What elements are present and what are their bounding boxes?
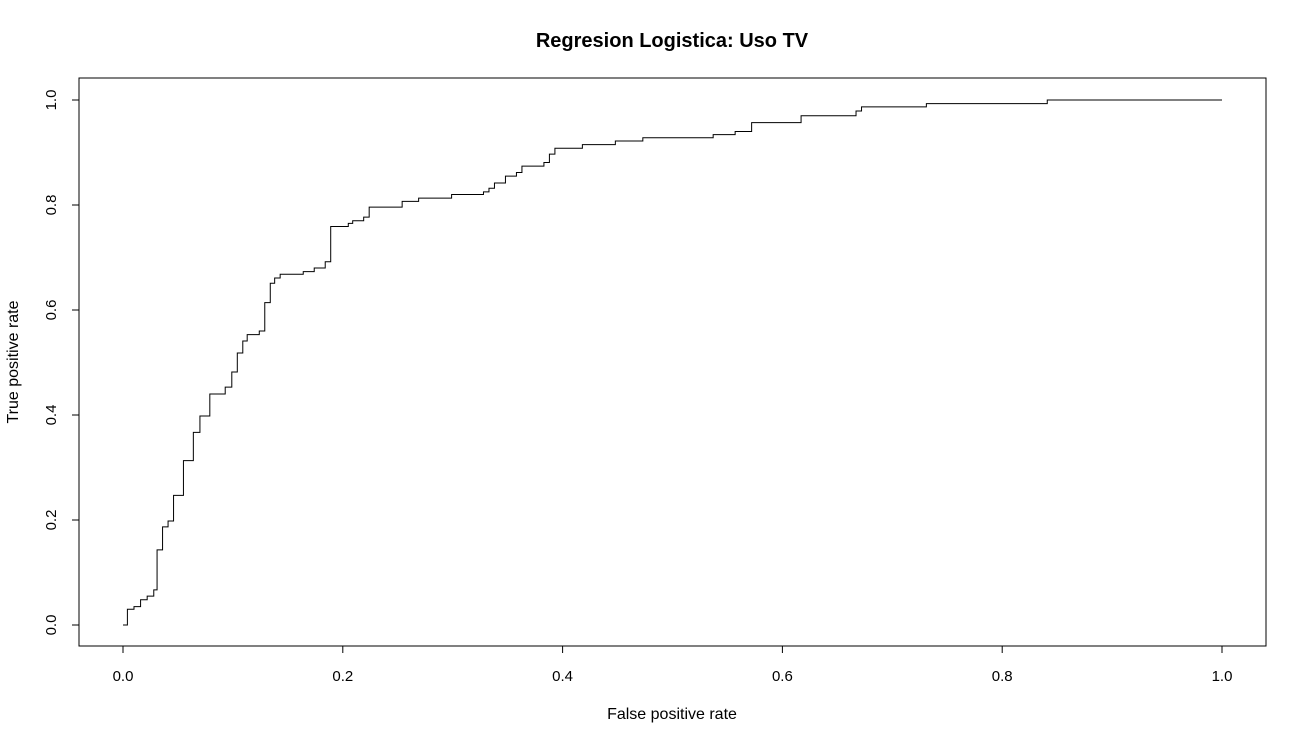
x-tick-label: 0.4 bbox=[552, 668, 573, 685]
chart-title: Regresion Logistica: Uso TV bbox=[536, 30, 809, 52]
y-tick-label: 0.8 bbox=[43, 195, 60, 216]
y-tick-label: 0.2 bbox=[43, 510, 60, 531]
x-axis-label: False positive rate bbox=[607, 706, 737, 723]
x-tick-label: 1.0 bbox=[1212, 668, 1233, 685]
y-tick-label: 1.0 bbox=[43, 90, 60, 111]
y-tick-label: 0.0 bbox=[43, 615, 60, 636]
x-axis: 0.0 0.2 0.4 0.6 0.8 1.0 bbox=[113, 645, 1233, 685]
plot-frame bbox=[78, 77, 1267, 647]
y-axis-label: True positive rate bbox=[5, 300, 22, 423]
y-tick-label: 0.6 bbox=[43, 300, 60, 321]
x-tick-label: 0.0 bbox=[113, 668, 134, 685]
y-axis: 0.0 0.2 0.4 0.6 0.8 1.0 bbox=[43, 90, 80, 636]
roc-curve-line bbox=[123, 99, 1222, 626]
x-tick-label: 0.8 bbox=[992, 668, 1013, 685]
x-tick-label: 0.2 bbox=[332, 668, 353, 685]
roc-curve-group bbox=[123, 99, 1222, 626]
x-tick-label: 0.6 bbox=[772, 668, 793, 685]
y-tick-label: 0.4 bbox=[43, 405, 60, 426]
